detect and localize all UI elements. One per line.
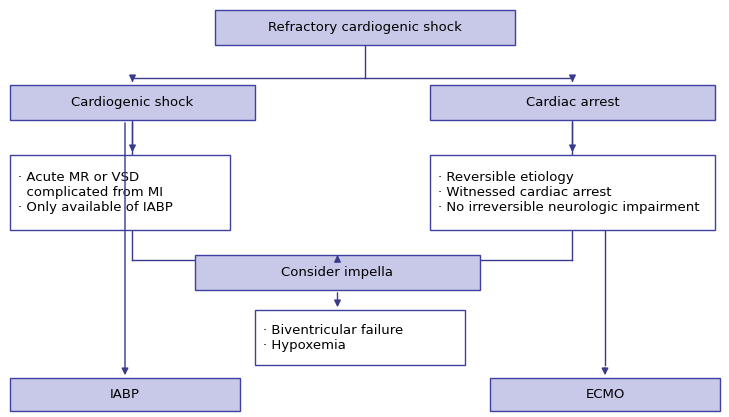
Bar — [255, 310, 465, 365]
Text: IABP: IABP — [110, 388, 140, 401]
Bar — [10, 378, 240, 411]
Text: Consider impella: Consider impella — [281, 266, 394, 279]
Text: ECMO: ECMO — [585, 388, 625, 401]
Bar — [490, 378, 720, 411]
Text: · Reversible etiology
· Witnessed cardiac arrest
· No irreversible neurologic im: · Reversible etiology · Witnessed cardia… — [438, 171, 700, 214]
Text: Refractory cardiogenic shock: Refractory cardiogenic shock — [268, 21, 462, 34]
Text: · Biventricular failure
· Hypoxemia: · Biventricular failure · Hypoxemia — [263, 324, 403, 352]
Bar — [10, 85, 255, 120]
Bar — [430, 85, 715, 120]
Bar — [215, 10, 515, 45]
Text: · Acute MR or VSD
  complicated from MI
· Only available of IABP: · Acute MR or VSD complicated from MI · … — [18, 171, 173, 214]
Text: Cardiac arrest: Cardiac arrest — [526, 96, 620, 109]
Bar — [195, 255, 480, 290]
Bar — [10, 155, 230, 230]
Text: Cardiogenic shock: Cardiogenic shock — [71, 96, 194, 109]
Bar — [430, 155, 715, 230]
